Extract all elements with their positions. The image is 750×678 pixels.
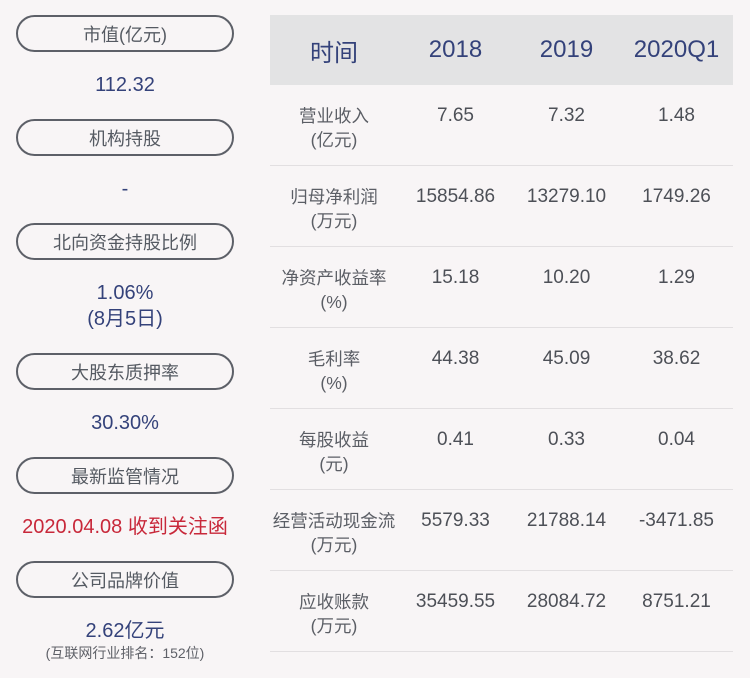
row-unit: (%) [320, 292, 348, 312]
cell-2018: 15.18 [431, 267, 480, 288]
row-label: 每股收益 (元) [270, 428, 398, 476]
header-2018: 2018 [428, 36, 483, 63]
metric-label: 北向资金持股比例 [53, 232, 197, 253]
regulatory-status-label: 最新监管情况 [16, 457, 234, 494]
table-header: 时间 2018 2019 2020Q1 [270, 15, 733, 85]
northbound-holding-date: (8月5日) [87, 308, 163, 330]
metric-label: 市值(亿元) [83, 24, 167, 45]
row-label: 应收账款 (万元) [270, 590, 398, 638]
cell-2020q1: 8751.21 [642, 591, 711, 612]
row-label: 经营活动现金流 (万元) [270, 509, 398, 557]
cell-2019: 45.09 [542, 348, 591, 369]
cell-2019: 10.20 [542, 267, 591, 288]
cell-2018: 0.41 [437, 429, 474, 450]
row-unit: (万元) [310, 211, 358, 231]
cell-2019: 7.32 [548, 105, 585, 126]
metric-label: 大股东质押率 [71, 362, 179, 383]
row-unit: (亿元) [310, 130, 358, 150]
market-cap-label: 市值(亿元) [16, 15, 234, 52]
key-metrics-panel: 市值(亿元) 112.32 机构持股 - 北向资金持股比例 1.06% (8月5… [0, 0, 250, 678]
pledge-ratio-value: 30.30% [91, 412, 159, 434]
row-label-text: 营业收入 [299, 106, 369, 126]
brand-value-rank: (互联网行业排名：152位) [45, 645, 205, 661]
row-unit: (元) [319, 454, 349, 474]
row-label-text: 毛利率 [307, 349, 361, 369]
cell-2018: 7.65 [437, 105, 474, 126]
row-unit: (万元) [310, 535, 358, 555]
regulatory-status-value: 2020.04.08 收到关注函 [22, 516, 228, 538]
table-row: 每股收益 (元) 0.41 0.33 0.04 [270, 409, 733, 490]
row-label: 净资产收益率 (%) [270, 266, 398, 314]
brand-value-label: 公司品牌价值 [16, 561, 234, 598]
table-row: 毛利率 (%) 44.38 45.09 38.62 [270, 328, 733, 409]
institutional-holding-label: 机构持股 [16, 119, 234, 156]
table-row: 营业收入 (亿元) 7.65 7.32 1.48 [270, 85, 733, 166]
table-row: 应收账款 (万元) 35459.55 28084.72 8751.21 [270, 571, 733, 652]
cell-2019: 28084.72 [526, 591, 607, 612]
cell-2018: 5579.33 [421, 510, 490, 531]
northbound-holding-value: 1.06% [96, 282, 154, 304]
cell-2019: 13279.10 [526, 186, 607, 207]
row-label-text: 归母净利润 [290, 187, 378, 207]
financial-table: 时间 2018 2019 2020Q1 营业收入 (亿元) 7.65 7.32 1… [270, 15, 733, 652]
cell-2018: 44.38 [431, 348, 480, 369]
row-label-text: 净资产收益率 [281, 268, 387, 288]
row-label: 营业收入 (亿元) [270, 104, 398, 152]
cell-2020q1: 1749.26 [642, 186, 711, 207]
northbound-holding-label: 北向资金持股比例 [16, 223, 234, 260]
table-row: 净资产收益率 (%) 15.18 10.20 1.29 [270, 247, 733, 328]
metric-label: 最新监管情况 [71, 466, 179, 487]
institutional-holding-value: - [121, 178, 129, 200]
cell-2019: 21788.14 [526, 510, 607, 531]
row-unit: (%) [320, 373, 348, 393]
table-row: 归母净利润 (万元) 15854.86 13279.10 1749.26 [270, 166, 733, 247]
header-2019: 2019 [539, 36, 594, 63]
metric-label: 公司品牌价值 [71, 570, 179, 591]
cell-2018: 15854.86 [415, 186, 496, 207]
cell-2020q1: -3471.85 [638, 510, 714, 531]
row-unit: (万元) [310, 616, 358, 636]
cell-2020q1: 38.62 [652, 348, 701, 369]
row-label: 毛利率 (%) [270, 347, 398, 395]
header-period: 时间 [310, 39, 358, 67]
cell-2019: 0.33 [548, 429, 585, 450]
cell-2020q1: 1.29 [658, 267, 695, 288]
row-label-text: 经营活动现金流 [272, 511, 396, 531]
row-label-text: 应收账款 [299, 592, 369, 612]
header-2020q1: 2020Q1 [633, 36, 720, 63]
cell-2020q1: 1.48 [658, 105, 695, 126]
table-row: 经营活动现金流 (万元) 5579.33 21788.14 -3471.85 [270, 490, 733, 571]
brand-value-value: 2.62亿元 [85, 620, 165, 642]
row-label-text: 每股收益 [299, 430, 369, 450]
cell-2018: 35459.55 [415, 591, 496, 612]
market-cap-value: 112.32 [95, 74, 155, 96]
row-label: 归母净利润 (万元) [270, 185, 398, 233]
cell-2020q1: 0.04 [658, 429, 695, 450]
metric-label: 机构持股 [89, 128, 161, 149]
pledge-ratio-label: 大股东质押率 [16, 353, 234, 390]
